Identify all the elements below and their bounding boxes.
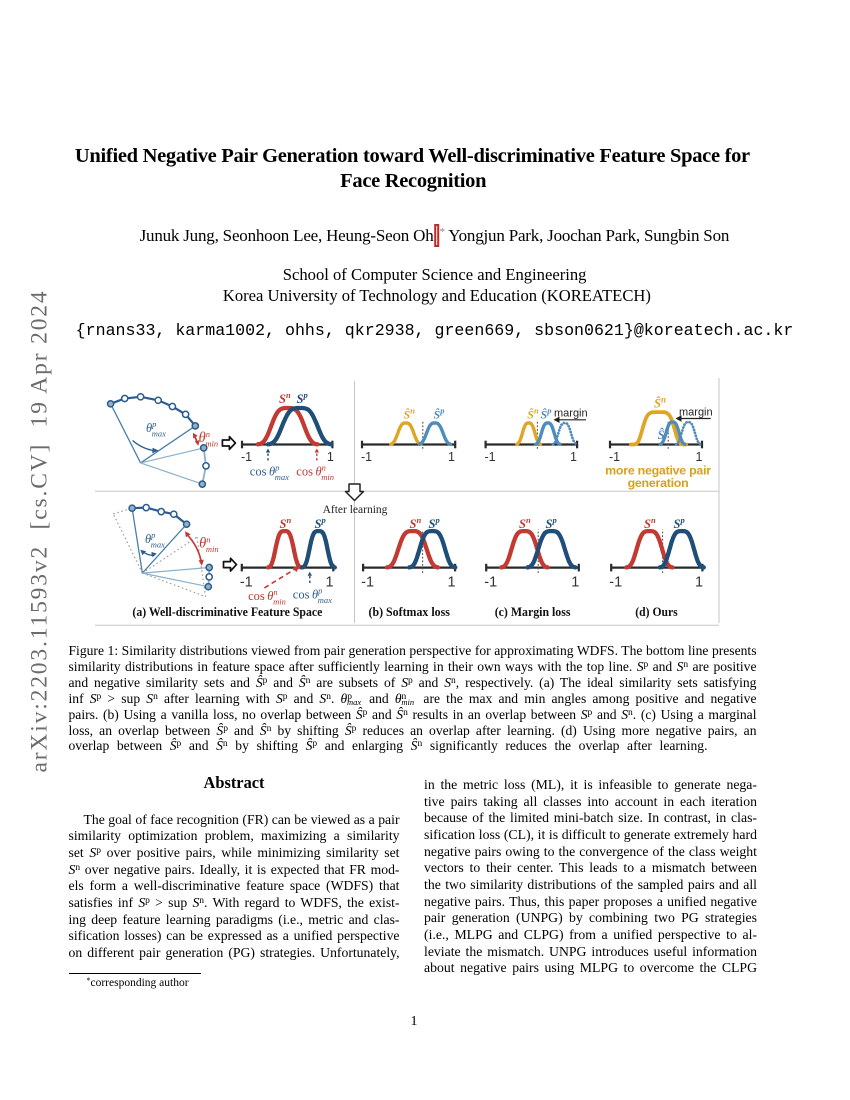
svg-text:1: 1 [326,575,334,591]
svg-text:Ŝp: Ŝp [434,405,445,421]
svg-text:Ŝp: Ŝp [541,405,552,421]
svg-text:Sp: Sp [297,390,308,406]
svg-text:(b) Softmax loss: (b) Softmax loss [369,605,451,619]
svg-text:1: 1 [571,575,579,591]
svg-text:1: 1 [327,450,334,464]
svg-text:(c) Margin loss: (c) Margin loss [495,605,571,619]
svg-text:(a) Well-discriminative Featur: (a) Well-discriminative Feature Space [132,605,323,619]
svg-text:-1: -1 [361,450,372,464]
svg-text:Sp: Sp [546,515,557,531]
svg-text:Sn: Sn [519,515,531,531]
svg-text:Ŝp: Ŝp [658,426,670,442]
svg-text:Ŝn: Ŝn [404,405,416,421]
svg-text:Ŝn: Ŝn [527,405,539,421]
svg-text:1: 1 [448,450,455,464]
svg-text:Sp: Sp [674,515,685,531]
svg-text:-1: -1 [484,575,497,591]
svg-text:1: 1 [448,575,456,591]
svg-text:-1: -1 [609,575,622,591]
svg-text:Sn: Sn [280,515,292,531]
svg-text:-1: -1 [361,575,374,591]
svg-text:1: 1 [696,450,703,464]
svg-text:Ŝn: Ŝn [654,395,666,411]
svg-text:Sn: Sn [410,515,422,531]
svg-text:(d) Ours: (d) Ours [635,605,678,619]
svg-text:margin: margin [679,407,713,419]
svg-text:-1: -1 [240,575,253,591]
svg-text:Sn: Sn [279,390,291,406]
svg-text:-1: -1 [609,450,620,464]
svg-text:Sn: Sn [644,515,656,531]
svg-text:Sp: Sp [315,515,326,531]
svg-text:1: 1 [695,575,703,591]
svg-text:more negative pair: more negative pair [605,464,711,478]
svg-text:margin: margin [554,408,588,420]
svg-text:1: 1 [570,450,577,464]
svg-text:After learning: After learning [323,504,388,516]
svg-text:Sp: Sp [429,515,440,531]
svg-text:-1: -1 [241,450,252,464]
svg-text:generation: generation [628,476,689,490]
svg-text:-1: -1 [484,450,495,464]
